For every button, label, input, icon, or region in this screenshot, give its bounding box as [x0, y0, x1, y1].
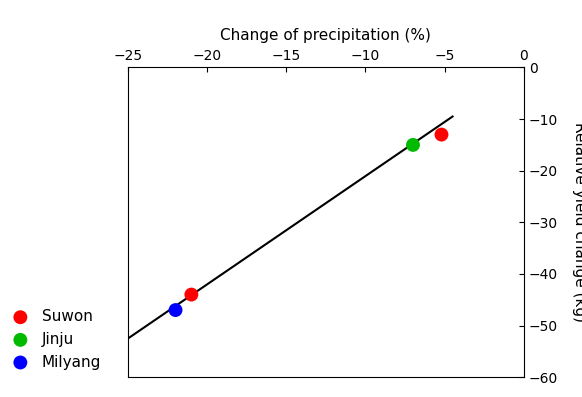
Suwon [187, 291, 196, 298]
Y-axis label: Relative yield change (kg): Relative yield change (kg) [572, 122, 582, 322]
Milyang [171, 307, 180, 313]
X-axis label: Change of precipitation (%): Change of precipitation (%) [221, 28, 431, 43]
Jinju [409, 142, 418, 148]
Suwon [437, 131, 446, 138]
Legend: Suwon, Jinju, Milyang: Suwon, Jinju, Milyang [5, 309, 101, 370]
